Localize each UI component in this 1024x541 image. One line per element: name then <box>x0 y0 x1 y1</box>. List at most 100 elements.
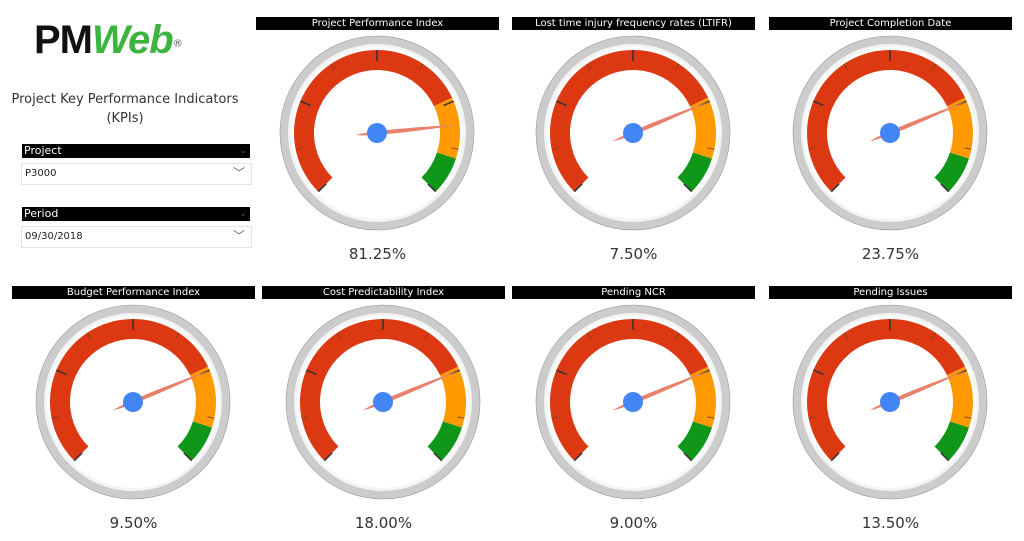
registered-mark: ® <box>172 38 183 50</box>
gauge-dial <box>792 304 988 500</box>
period-dropdown[interactable]: 09/30/2018 ﹀ <box>21 226 252 248</box>
period-value: 09/30/2018 <box>25 231 83 242</box>
major-tick <box>940 183 950 193</box>
minor-tick <box>174 332 180 340</box>
minor-tick <box>457 416 465 419</box>
gauge-percent: 23.75% <box>861 245 920 263</box>
gauge-band-green <box>934 421 969 461</box>
gauge-title: Lost time injury frequency rates (LTIFR) <box>512 17 755 30</box>
gauge-hub <box>373 392 393 412</box>
major-tick <box>813 369 824 376</box>
minor-tick <box>86 332 92 340</box>
major-tick <box>683 183 693 193</box>
major-tick <box>556 100 567 107</box>
gauge-dial <box>285 304 481 500</box>
pmweb-logo: PMWeb® <box>34 18 234 68</box>
major-tick <box>433 452 443 462</box>
gauge-band-orange <box>690 97 716 159</box>
major-tick <box>323 452 333 462</box>
major-tick <box>427 183 437 193</box>
minor-tick <box>808 147 816 150</box>
gauge-percent: 18.00% <box>354 514 413 532</box>
gauge-percent: 9.00% <box>609 514 658 532</box>
gauge-band-orange <box>947 97 973 159</box>
minor-tick <box>551 147 559 150</box>
minor-tick <box>451 147 459 150</box>
major-tick <box>56 369 67 376</box>
major-tick <box>830 183 840 193</box>
major-tick <box>573 452 583 462</box>
major-tick <box>73 452 83 462</box>
major-tick <box>556 369 567 376</box>
gauge-band-orange <box>190 366 216 428</box>
gauge-hub <box>880 123 900 143</box>
minor-tick <box>424 332 430 340</box>
minor-tick <box>336 332 342 340</box>
major-tick <box>443 100 454 107</box>
gauge-title: Cost Predictability Index <box>262 286 505 299</box>
minor-tick <box>843 63 849 71</box>
minor-tick <box>843 332 849 340</box>
minor-tick <box>551 416 559 419</box>
minor-tick <box>207 416 215 419</box>
gauge-title: Pending Issues <box>769 286 1012 299</box>
major-tick <box>813 100 824 107</box>
minor-tick <box>707 147 715 150</box>
minor-tick <box>674 332 680 340</box>
gauge-title: Budget Performance Index <box>12 286 255 299</box>
gauge-band-orange <box>947 366 973 428</box>
major-tick <box>317 183 327 193</box>
major-tick <box>573 183 583 193</box>
gauge-dial <box>792 35 988 231</box>
major-tick <box>940 452 950 462</box>
gauge-band-red <box>293 49 453 192</box>
minor-tick <box>295 147 303 150</box>
minor-tick <box>808 416 816 419</box>
gauge-card: Budget Performance Index 0.00 100.00 75.… <box>12 286 255 541</box>
gauge-band-orange <box>434 97 460 159</box>
chevron-down-icon: ⌄ <box>239 146 247 156</box>
major-tick <box>300 100 311 107</box>
gauge-band-orange <box>690 366 716 428</box>
minor-tick <box>301 416 309 419</box>
gauge-title: Project Performance Index <box>256 17 499 30</box>
minor-tick <box>586 63 592 71</box>
project-slicer-header: Project ⌄ <box>22 144 250 158</box>
gauge-band-red <box>807 49 966 192</box>
gauge-band-red <box>807 318 966 461</box>
minor-tick <box>931 63 937 71</box>
gauge-hub <box>880 392 900 412</box>
gauge-percent: 81.25% <box>348 245 407 263</box>
gauge-dial <box>535 304 731 500</box>
gauge-band-orange <box>440 366 466 428</box>
major-tick <box>306 369 317 376</box>
chevron-down-icon: ⌄ <box>239 209 247 219</box>
gauge-percent: 9.50% <box>109 514 158 532</box>
major-tick <box>830 452 840 462</box>
minor-tick <box>964 147 972 150</box>
project-dropdown[interactable]: P3000 ﹀ <box>21 163 252 185</box>
minor-tick <box>707 416 715 419</box>
gauge-percent: 7.50% <box>609 245 658 263</box>
gauge-band-red <box>550 318 709 461</box>
gauge-card: Project Performance Index 0.00 100.00 81… <box>256 17 499 272</box>
gauge-band-green <box>677 152 712 192</box>
project-label: Project <box>24 144 62 157</box>
period-slicer-header: Period ⌄ <box>22 207 250 221</box>
gauge-band-green <box>677 421 712 461</box>
gauge-card: Pending NCR 0.00 100.00 75.00 9.00% <box>512 286 755 541</box>
gauge-band-green <box>177 421 212 461</box>
gauge-hub <box>623 123 643 143</box>
gauge-band-red <box>299 318 459 461</box>
gauge-dial <box>535 35 731 231</box>
major-tick <box>683 452 693 462</box>
minor-tick <box>418 63 424 71</box>
gauge-title: Pending NCR <box>512 286 755 299</box>
period-label: Period <box>24 207 59 220</box>
gauge-hub <box>123 392 143 412</box>
chevron-down-icon: ﹀ <box>232 166 245 180</box>
minor-tick <box>964 416 972 419</box>
gauge-band-green <box>421 152 456 192</box>
minor-tick <box>674 63 680 71</box>
logo-pm: PM <box>34 18 93 62</box>
